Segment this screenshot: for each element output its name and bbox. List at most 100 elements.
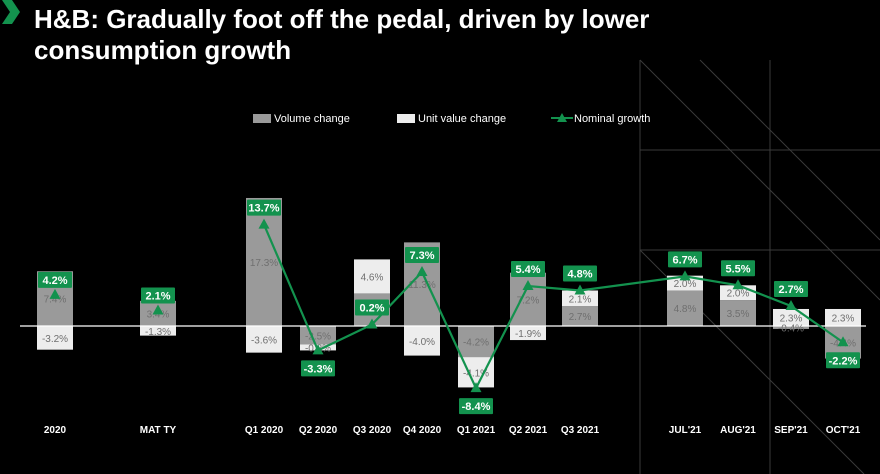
data-label-volume: 7.4% — [44, 295, 67, 306]
data-label-volume: 7.2% — [517, 295, 540, 306]
nominal-label: 0.2% — [359, 303, 384, 315]
bar-volume — [720, 300, 756, 326]
data-label-unit-value: 2.0% — [674, 279, 697, 290]
nominal-marker — [366, 318, 378, 329]
nominal-label: -8.4% — [462, 401, 491, 413]
nominal-label: -3.3% — [304, 363, 333, 375]
data-label-volume: -0.4% — [778, 323, 804, 334]
tick-label: Q4 2020 — [403, 425, 442, 436]
legend-swatch-volume — [253, 114, 271, 123]
tick-label: Q2 2021 — [509, 425, 548, 436]
bar-unit-value — [140, 326, 176, 336]
legend-swatch-unit-value — [397, 114, 415, 123]
nominal-marker — [732, 279, 744, 290]
nominal-label-box — [247, 199, 281, 216]
nominal-label: 4.2% — [42, 275, 67, 287]
data-label-unit-value: -4.1% — [463, 368, 489, 379]
nominal-marker — [470, 382, 482, 393]
nominal-label-box — [511, 261, 545, 278]
data-label-unit-value: 2.3% — [780, 313, 803, 324]
nominal-label-box — [668, 251, 702, 268]
nominal-label: 13.7% — [248, 203, 279, 215]
legend-item-volume: Volume change — [253, 113, 350, 125]
nominal-label-box — [774, 281, 808, 298]
nominal-label-box — [355, 299, 389, 316]
tick-label: JUL'21 — [669, 425, 702, 436]
legend-marker-nominal — [557, 113, 567, 122]
nominal-label-box — [563, 265, 597, 282]
nominal-label: 5.5% — [725, 263, 750, 275]
nominal-label: 2.1% — [145, 290, 170, 302]
legend: Volume change Unit value change Nominal … — [253, 113, 650, 125]
bar-volume — [458, 326, 494, 358]
data-label-volume: 3.5% — [727, 309, 750, 320]
tick-label: Q3 2021 — [561, 425, 600, 436]
nominal-marker — [785, 300, 797, 311]
nominal-label: 7.3% — [409, 250, 434, 262]
legend-label-volume: Volume change — [274, 113, 350, 125]
data-label-unit-value: 2.0% — [727, 289, 750, 300]
nominal-label: 4.8% — [567, 268, 592, 280]
legend-label-unit-value: Unit value change — [418, 113, 506, 125]
data-label-unit-value: -4.0% — [409, 337, 435, 348]
nominal-marker — [837, 336, 849, 347]
nominal-label-box — [301, 360, 335, 377]
tick-label: Q1 2020 — [245, 425, 284, 436]
bar-volume — [667, 290, 703, 326]
bar-unit-value — [667, 275, 703, 291]
nominal-label-box — [721, 260, 755, 277]
bar-unit-value — [510, 326, 546, 341]
legend-label-nominal: Nominal growth — [574, 113, 650, 125]
bar-unit-value — [246, 326, 282, 353]
tick-label: MAT TY — [140, 425, 177, 436]
nominal-marker — [522, 280, 534, 291]
nominal-label-box — [405, 246, 439, 263]
brand-corner-mark — [2, 0, 20, 24]
data-label-unit-value: -1.3% — [145, 327, 171, 338]
page-title: H&B: Gradually foot off the pedal, drive… — [34, 4, 650, 65]
legend-item-nominal: Nominal growth — [551, 113, 650, 125]
data-label-unit-value: 2.1% — [569, 294, 592, 305]
nominal-marker — [679, 270, 691, 281]
bar-unit-value — [354, 259, 390, 294]
nominal-marker — [312, 344, 324, 355]
bar-volume — [773, 326, 809, 329]
nominal-label-box — [141, 287, 175, 304]
data-label-volume: 2.7% — [569, 312, 592, 323]
tick-label: Q1 2021 — [457, 425, 496, 436]
nominal-label: 5.4% — [515, 264, 540, 276]
nominal-marker — [152, 304, 164, 315]
data-label-volume: 4.8% — [674, 304, 697, 315]
data-label-volume: 11.3% — [408, 280, 436, 291]
nominal-label: 2.7% — [778, 284, 803, 296]
tick-label: SEP'21 — [774, 425, 808, 436]
nominal-label-box — [38, 271, 72, 288]
nominal-marker — [416, 265, 428, 276]
nominal-label-box — [826, 352, 860, 369]
nominal-marker — [258, 218, 270, 229]
tick-label: 2020 — [44, 425, 67, 436]
bar-unit-value — [37, 326, 73, 350]
nominal-label: -2.2% — [829, 355, 858, 367]
nominal-marker — [49, 288, 61, 299]
bar-volume — [562, 306, 598, 326]
data-label-unit-value: -3.2% — [42, 334, 68, 345]
data-label-unit-value: -3.6% — [251, 335, 277, 346]
data-label-unit-value: -1.9% — [515, 329, 541, 340]
bar-unit-value — [825, 308, 861, 326]
bar-unit-value — [404, 326, 440, 356]
data-label-volume: -4.2% — [463, 338, 489, 349]
tick-label: Q3 2020 — [353, 425, 392, 436]
tick-label: OCT'21 — [826, 425, 861, 436]
nominal-growth-line — [262, 224, 844, 391]
nominal-marker — [574, 284, 586, 295]
nominal-label: 6.7% — [672, 254, 697, 266]
tick-label: Q2 2020 — [299, 425, 338, 436]
data-label-unit-value: 4.6% — [361, 272, 384, 283]
nominal-label-box — [459, 398, 493, 415]
data-label-volume: 17.3% — [250, 258, 278, 269]
bar-unit-value — [562, 290, 598, 307]
data-label-volume: 3.4% — [147, 309, 170, 320]
legend-item-unit-value: Unit value change — [397, 113, 506, 125]
